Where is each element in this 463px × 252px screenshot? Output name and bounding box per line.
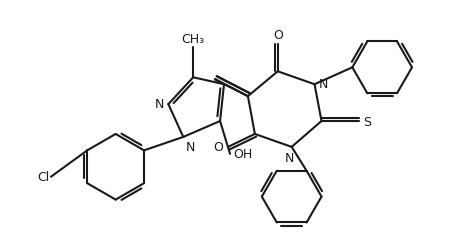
Text: S: S bbox=[363, 115, 370, 128]
Text: Cl: Cl bbox=[37, 171, 49, 183]
Text: N: N bbox=[318, 77, 327, 90]
Text: N: N bbox=[155, 97, 164, 110]
Text: O: O bbox=[213, 141, 223, 154]
Text: N: N bbox=[284, 151, 294, 164]
Text: OH: OH bbox=[232, 148, 252, 161]
Text: N: N bbox=[185, 140, 194, 153]
Text: CH₃: CH₃ bbox=[181, 33, 204, 46]
Text: O: O bbox=[272, 29, 282, 42]
